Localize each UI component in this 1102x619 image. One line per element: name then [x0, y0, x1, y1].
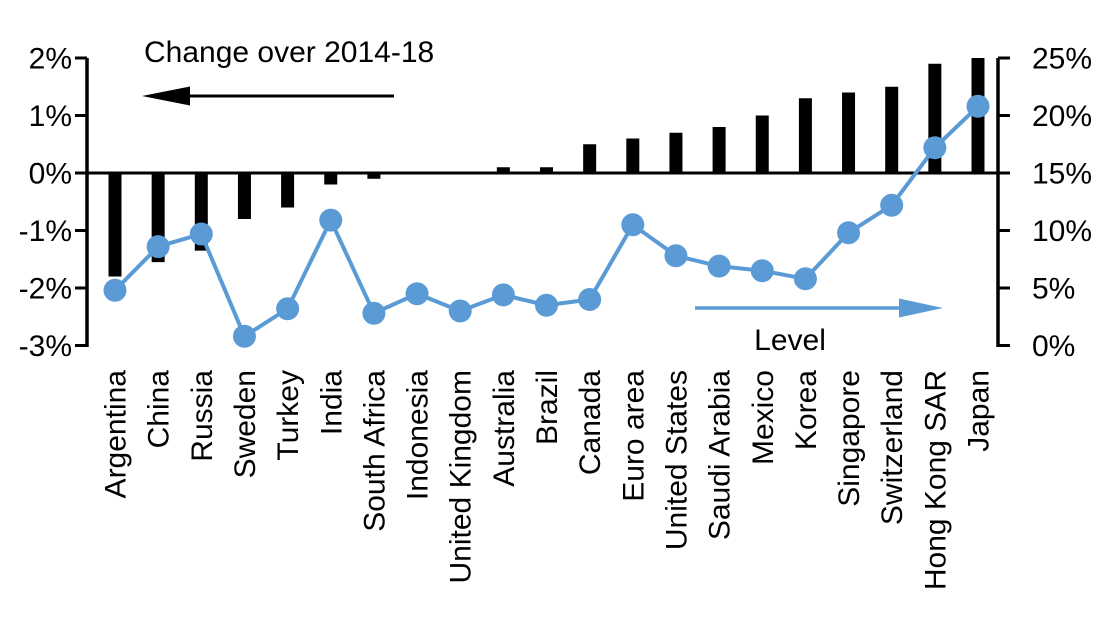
category-label-australia: Australia [488, 370, 521, 487]
level-marker-saudi-arabia [707, 254, 731, 278]
left-axis-tick-label: 0% [29, 158, 72, 191]
bar-euro-area [626, 138, 640, 173]
category-label-canada: Canada [574, 370, 607, 475]
bar-india [324, 173, 338, 185]
bar-brazil [540, 167, 553, 173]
level-marker-hong-kong-sar [923, 136, 947, 160]
level-marker-united-states [664, 244, 688, 268]
category-label-mexico: Mexico [747, 370, 780, 465]
right-axis-tick-label: 25% [1032, 43, 1092, 76]
bar-singapore [842, 92, 856, 173]
level-marker-korea [793, 267, 817, 291]
right-arrow-head-icon [899, 298, 943, 318]
level-marker-mexico [750, 259, 774, 283]
bar-australia [496, 167, 510, 173]
left-axis-tick-label: 2% [29, 43, 72, 76]
level-marker-south-africa [362, 301, 386, 325]
category-label-russia: Russia [186, 370, 219, 462]
bar-south-africa [367, 173, 381, 179]
level-marker-indonesia [405, 282, 429, 306]
left-axis-tick-label: -2% [19, 273, 72, 306]
category-label-brazil: Brazil [531, 370, 564, 445]
left-axis-tick-label: -3% [19, 330, 72, 363]
level-marker-india [319, 208, 343, 232]
level-marker-canada [578, 288, 602, 311]
bar-turkey [281, 173, 295, 208]
level-marker-japan [966, 94, 990, 118]
left-axis-tick-label: 1% [29, 100, 72, 133]
right-axis-tick-label: 5% [1032, 273, 1075, 306]
level-marker-switzerland [880, 193, 904, 217]
category-label-switzerland: Switzerland [876, 370, 909, 525]
category-label-hong-kong-sar: Hong Kong SAR [919, 370, 952, 590]
level-marker-china [146, 235, 170, 259]
left-arrow-head-icon [142, 86, 190, 106]
category-label-indonesia: Indonesia [402, 370, 435, 500]
level-marker-singapore [837, 221, 861, 245]
category-label-south-africa: South Africa [358, 370, 391, 532]
category-label-united-kingdom: United Kingdom [445, 370, 478, 583]
level-marker-brazil [535, 293, 558, 317]
level-marker-argentina [103, 278, 127, 302]
level-marker-sweden [232, 324, 256, 348]
bar-series-label: Change over 2014-18 [144, 36, 435, 69]
line-series-label: Level [754, 324, 826, 357]
bar-switzerland [885, 86, 899, 173]
right-axis-tick-label: 0% [1032, 330, 1075, 363]
bar-argentina [108, 173, 122, 277]
bar-united-states [669, 132, 683, 173]
right-axis-tick-label: 20% [1032, 100, 1092, 133]
category-label-singapore: Singapore [833, 370, 866, 507]
category-label-euro-area: Euro area [617, 370, 650, 502]
left-axis-tick-label: -1% [19, 215, 72, 248]
bar-sweden [237, 173, 251, 219]
level-marker-euro-area [621, 213, 645, 237]
category-label-united-states: United States [660, 370, 693, 550]
bar-mexico [755, 115, 769, 173]
bar-saudi-arabia [712, 127, 726, 173]
bar-canada [583, 144, 597, 173]
category-label-korea: Korea [790, 370, 823, 450]
category-label-china: China [143, 370, 176, 449]
category-label-japan: Japan [963, 370, 996, 452]
right-axis-tick-label: 15% [1032, 158, 1092, 191]
bar-korea [798, 98, 812, 173]
category-label-turkey: Turkey [272, 370, 305, 461]
level-marker-australia [491, 283, 515, 307]
level-marker-turkey [276, 297, 300, 321]
right-axis-tick-label: 10% [1032, 215, 1092, 248]
category-label-argentina: Argentina [100, 370, 133, 499]
level-marker-united-kingdom [448, 299, 472, 323]
category-label-india: India [315, 370, 348, 435]
category-label-sweden: Sweden [229, 370, 262, 478]
category-label-saudi-arabia: Saudi Arabia [704, 370, 737, 540]
level-marker-russia [189, 222, 213, 246]
